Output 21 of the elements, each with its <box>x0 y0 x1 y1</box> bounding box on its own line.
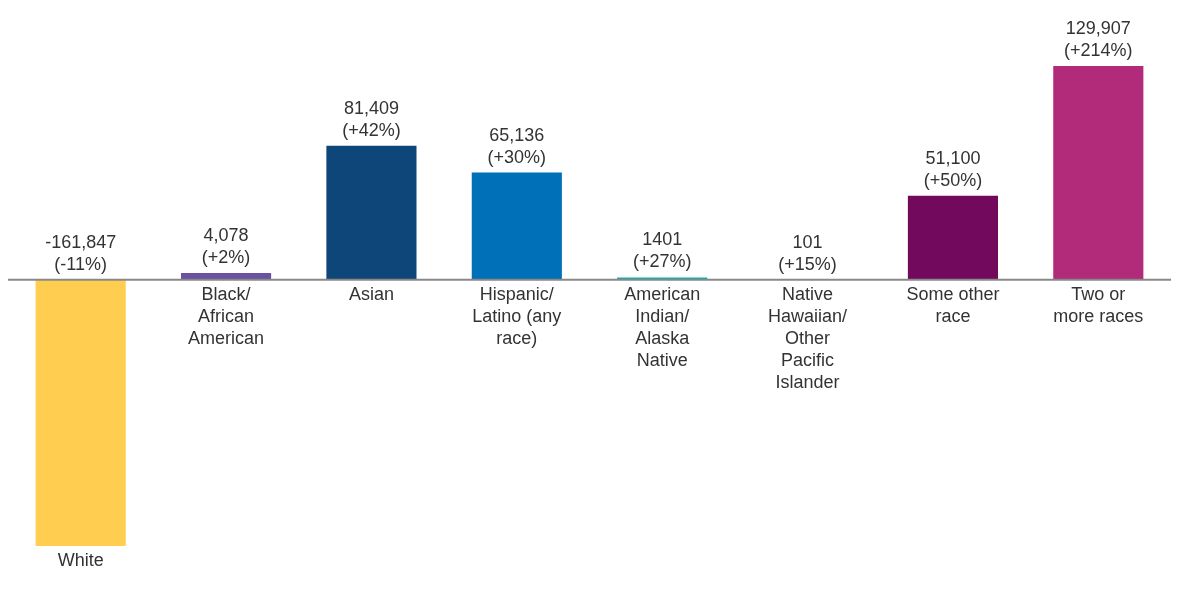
data-label: -161,847 (-11%) <box>45 231 117 274</box>
data-label: 4,078 (+2%) <box>201 224 251 267</box>
data-label: 1401 (+27%) <box>632 229 692 272</box>
x-tick-label: Native Hawaiian/ Other Pacific Islander <box>768 283 848 392</box>
x-tick-label: Black/ African American <box>188 283 265 348</box>
bar <box>326 145 417 280</box>
x-tick-label: White <box>57 549 104 570</box>
bar <box>907 195 998 280</box>
bar <box>471 172 562 280</box>
data-label: 51,100 (+50%) <box>923 147 983 190</box>
x-tick-label: Asian <box>348 283 394 304</box>
x-tick-label: Two or more races <box>1053 283 1144 326</box>
bar <box>35 279 126 546</box>
data-label: 81,409 (+42%) <box>342 97 401 140</box>
bar <box>1053 66 1144 280</box>
x-tick-label: American Indian/ Alaska Native <box>624 283 701 370</box>
data-label: 129,907 (+214%) <box>1064 17 1133 60</box>
data-label: 65,136 (+30%) <box>487 124 547 167</box>
data-label: 101 (+15%) <box>778 231 837 274</box>
x-tick-label: Hispanic/ Latino (any race) <box>472 283 562 348</box>
x-tick-label: Some other race <box>906 283 1000 326</box>
